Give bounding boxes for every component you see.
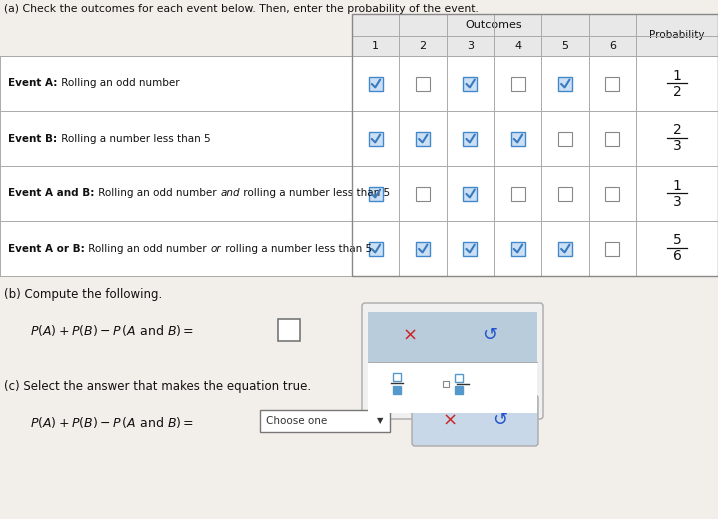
Text: Event B:: Event B: [8, 133, 57, 143]
Text: Rolling an odd number: Rolling an odd number [58, 78, 180, 89]
Bar [416, 241, 430, 255]
Text: Rolling a number less than 5: Rolling a number less than 5 [57, 133, 210, 143]
Bar [443, 381, 449, 387]
Text: rolling a number less than 5: rolling a number less than 5 [241, 188, 391, 198]
Text: 5: 5 [673, 234, 681, 248]
Bar [510, 241, 525, 255]
Bar [510, 186, 525, 200]
Text: Event A:: Event A: [8, 78, 57, 89]
Text: ↺: ↺ [482, 326, 498, 345]
Text: Outcomes: Outcomes [466, 20, 522, 30]
Bar [416, 131, 430, 145]
Bar [368, 241, 383, 255]
Bar [605, 76, 620, 90]
Bar [455, 374, 463, 383]
Text: Choose one: Choose one [266, 416, 327, 426]
Bar [352, 14, 718, 276]
Text: 5: 5 [561, 41, 569, 51]
Text: 2: 2 [673, 85, 681, 99]
Text: or: or [210, 243, 221, 253]
Bar [636, 14, 718, 56]
Text: (b) Compute the following.: (b) Compute the following. [4, 288, 162, 301]
Text: $P(A)+P(B)-P\,(A\ \mathrm{and}\ B)=$: $P(A)+P(B)-P\,(A\ \mathrm{and}\ B)=$ [30, 415, 194, 430]
Text: Rolling an odd number: Rolling an odd number [85, 243, 210, 253]
Bar [260, 410, 390, 432]
Text: and: and [220, 188, 240, 198]
Bar [368, 312, 537, 362]
Text: 3: 3 [673, 140, 681, 154]
Text: ▼: ▼ [377, 417, 383, 426]
Bar [0, 56, 352, 276]
Bar [416, 186, 430, 200]
Text: 1: 1 [372, 41, 379, 51]
Bar [510, 131, 525, 145]
Bar [352, 36, 636, 56]
Bar [368, 76, 383, 90]
Bar [463, 186, 477, 200]
Bar [455, 387, 463, 394]
Bar [393, 387, 401, 394]
Text: 2: 2 [673, 124, 681, 138]
Bar [558, 76, 572, 90]
Text: ×: × [402, 326, 418, 345]
Text: 4: 4 [514, 41, 521, 51]
Bar [558, 186, 572, 200]
Bar [605, 241, 620, 255]
Text: (c) Select the answer that makes the equation true.: (c) Select the answer that makes the equ… [4, 380, 311, 393]
Bar [352, 14, 636, 36]
Bar [463, 241, 477, 255]
Text: Probability: Probability [649, 30, 705, 40]
Bar [368, 131, 383, 145]
Text: 2: 2 [419, 41, 426, 51]
Bar [278, 319, 300, 341]
Text: 6: 6 [609, 41, 616, 51]
Text: Rolling an odd number: Rolling an odd number [95, 188, 220, 198]
Text: ×: × [442, 412, 457, 430]
Text: ↺: ↺ [493, 412, 508, 430]
Bar [368, 186, 383, 200]
Text: $P(A) + P(B) - P\,(A\ \mathrm{and}\ B) = $: $P(A) + P(B) - P\,(A\ \mathrm{and}\ B) =… [30, 322, 194, 337]
Text: 6: 6 [673, 250, 681, 264]
Text: rolling a number less than 5: rolling a number less than 5 [222, 243, 372, 253]
Bar [605, 131, 620, 145]
Bar [558, 241, 572, 255]
Text: Event A and B:: Event A and B: [8, 188, 94, 198]
Bar [416, 76, 430, 90]
Bar [368, 359, 537, 413]
Text: 1: 1 [673, 69, 681, 83]
Bar [393, 373, 401, 381]
FancyBboxPatch shape [412, 395, 538, 446]
Text: 3: 3 [673, 195, 681, 209]
Bar [510, 76, 525, 90]
Text: 1: 1 [673, 179, 681, 193]
Bar [463, 131, 477, 145]
Bar [558, 131, 572, 145]
FancyBboxPatch shape [362, 303, 543, 419]
Text: Event A or B:: Event A or B: [8, 243, 85, 253]
Text: 3: 3 [467, 41, 474, 51]
Bar [463, 76, 477, 90]
Text: (a) Check the outcomes for each event below. Then, enter the probability of the : (a) Check the outcomes for each event be… [4, 4, 479, 14]
Bar [605, 186, 620, 200]
Bar [352, 14, 718, 276]
